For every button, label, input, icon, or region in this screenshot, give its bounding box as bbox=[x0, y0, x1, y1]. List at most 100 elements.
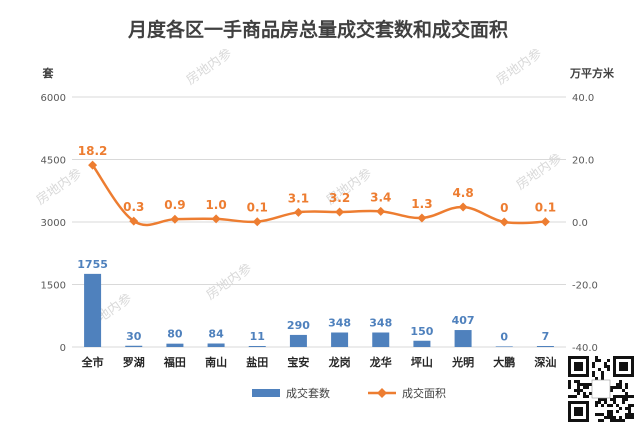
qr-module bbox=[601, 374, 604, 377]
category-label: 罗湖 bbox=[123, 355, 145, 369]
right-tick-label: 0.0 bbox=[572, 218, 588, 229]
watermark-text: 房地内参 bbox=[203, 260, 255, 303]
right-tick-label: 40.0 bbox=[572, 93, 594, 104]
line-point bbox=[499, 217, 509, 227]
qr-module bbox=[571, 395, 574, 398]
qr-module bbox=[613, 401, 616, 404]
bar-value-label: 7 bbox=[542, 330, 550, 343]
qr-module bbox=[628, 395, 631, 398]
qr-module bbox=[604, 401, 607, 404]
gridlines bbox=[72, 96, 566, 348]
legend-bar-swatch bbox=[252, 389, 280, 397]
qr-module bbox=[580, 383, 583, 386]
qr-module bbox=[616, 419, 619, 422]
qr-module bbox=[619, 380, 622, 383]
left-tick-label: 0 bbox=[60, 343, 66, 354]
bar-series bbox=[84, 273, 554, 347]
category-label: 深汕 bbox=[534, 355, 556, 369]
qr-module bbox=[628, 410, 631, 413]
legend: 成交套数 成交面积 bbox=[252, 386, 446, 400]
left-axis-ticks: 0 1500 3000 4500 6000 bbox=[41, 93, 66, 354]
bar bbox=[331, 332, 349, 347]
qr-module bbox=[577, 383, 580, 386]
qr-module bbox=[628, 416, 631, 419]
bar-value-label: 348 bbox=[328, 317, 351, 330]
qr-module bbox=[610, 386, 613, 389]
qr-module bbox=[613, 419, 616, 422]
line-value-label: 3.1 bbox=[288, 191, 309, 205]
qr-module bbox=[595, 404, 598, 407]
qr-module bbox=[619, 383, 622, 386]
line-point bbox=[376, 206, 386, 216]
bar bbox=[536, 346, 554, 347]
qr-module bbox=[619, 395, 622, 398]
qr-module bbox=[598, 413, 601, 416]
bar bbox=[248, 346, 266, 347]
qr-module bbox=[604, 365, 607, 368]
qr-module bbox=[601, 419, 604, 422]
line-value-label: 1.0 bbox=[205, 198, 226, 212]
line-value-label: 4.8 bbox=[452, 186, 473, 200]
qr-module bbox=[631, 413, 634, 416]
qr-module bbox=[601, 404, 604, 407]
line-path bbox=[91, 164, 546, 227]
qr-module bbox=[607, 410, 610, 413]
qr-module bbox=[604, 416, 607, 419]
qr-module bbox=[619, 419, 622, 422]
qr-module bbox=[589, 392, 592, 395]
qr-module bbox=[610, 398, 613, 401]
line-value-label: 3.4 bbox=[370, 190, 391, 204]
qr-module bbox=[595, 401, 598, 404]
line-data-labels: 18.2 0.3 0.9 1.0 0.1 3.1 3.2 3.4 1.3 4.8 0 0.1 bbox=[78, 144, 556, 215]
qr-module bbox=[568, 383, 571, 386]
line-point bbox=[252, 217, 262, 227]
qr-module bbox=[628, 413, 631, 416]
qr-module bbox=[625, 398, 628, 401]
qr-module bbox=[622, 401, 625, 404]
category-label: 福田 bbox=[163, 355, 186, 369]
qr-module bbox=[589, 383, 592, 386]
qr-module bbox=[568, 395, 571, 398]
qr-module bbox=[595, 359, 598, 362]
legend-bar-label: 成交套数 bbox=[286, 386, 330, 400]
category-label: 龙华 bbox=[369, 355, 392, 369]
line-value-label: 3.2 bbox=[329, 191, 350, 205]
line-point bbox=[417, 213, 427, 223]
qr-module bbox=[601, 377, 604, 380]
qr-module bbox=[586, 383, 589, 386]
line-point bbox=[129, 216, 139, 226]
qr-module bbox=[622, 419, 625, 422]
qr-module bbox=[577, 386, 580, 389]
qr-finder-core bbox=[574, 362, 583, 371]
bar-value-label: 0 bbox=[500, 330, 508, 343]
qr-module bbox=[598, 398, 601, 401]
left-axis-unit: 套 bbox=[43, 66, 55, 80]
qr-module bbox=[625, 386, 628, 389]
left-tick-label: 3000 bbox=[41, 218, 66, 229]
left-tick-label: 4500 bbox=[41, 156, 66, 167]
qr-module bbox=[598, 401, 601, 404]
bar-value-label: 11 bbox=[250, 330, 265, 343]
watermark-text: 房地内参 bbox=[183, 45, 235, 88]
qr-module bbox=[598, 359, 601, 362]
bar bbox=[125, 345, 143, 347]
line-point bbox=[170, 214, 180, 224]
qr-module bbox=[598, 368, 601, 371]
bar-value-label: 80 bbox=[167, 328, 183, 341]
qr-module bbox=[631, 416, 634, 419]
qr-module bbox=[625, 407, 628, 410]
right-tick-label: 20.0 bbox=[572, 156, 594, 167]
line-value-label: 1.3 bbox=[411, 197, 432, 211]
qr-module bbox=[622, 389, 625, 392]
qr-module bbox=[619, 386, 622, 389]
watermark-text: 房地内参 bbox=[33, 165, 85, 208]
category-labels: 全市 罗湖 福田 南山 盐田 宝安 龙岗 龙华 坪山 光明 大鹏 深汕 bbox=[81, 355, 557, 369]
line-point bbox=[540, 217, 550, 227]
qr-module bbox=[607, 368, 610, 371]
chart-title: 月度各区一手商品房总量成交套数和成交面积 bbox=[127, 18, 508, 41]
line-value-label: 0 bbox=[500, 201, 508, 215]
bar bbox=[372, 332, 390, 347]
category-label: 龙岗 bbox=[328, 355, 351, 369]
